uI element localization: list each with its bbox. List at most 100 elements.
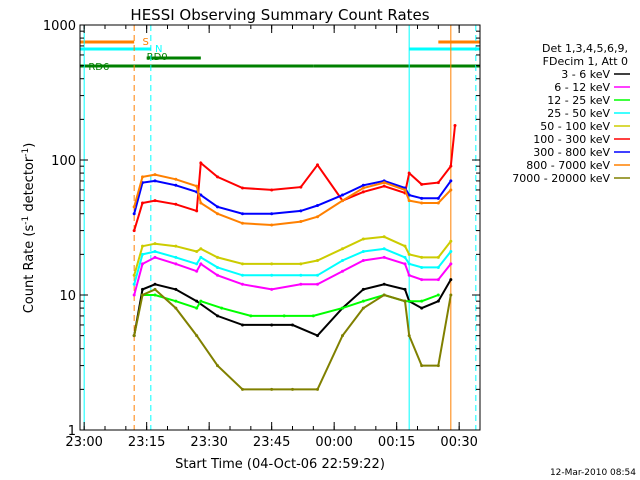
data-point — [249, 314, 253, 318]
data-point — [361, 250, 365, 254]
data-point — [436, 196, 440, 200]
data-point — [436, 181, 440, 185]
data-point — [291, 387, 294, 391]
y-axis-label-sup2: -1 — [21, 148, 31, 157]
data-point — [311, 314, 315, 318]
legend-entry-label: 25 - 50 keV — [547, 107, 610, 120]
data-point — [403, 262, 407, 266]
data-point — [420, 299, 424, 303]
data-point — [407, 193, 411, 197]
data-point — [420, 255, 424, 259]
data-point — [195, 262, 199, 266]
y-axis-label-end: ) — [22, 143, 37, 148]
y-axis-label: Count Rate (s-1 detector-1) — [21, 143, 37, 314]
data-point — [361, 259, 365, 263]
data-point — [299, 282, 303, 286]
y-axis: 1 10 100 1000 — [43, 19, 480, 439]
data-point — [341, 259, 344, 263]
series-line — [133, 279, 452, 337]
x-tick-label: 23:45 — [253, 435, 290, 450]
event-lines — [83, 25, 477, 430]
data-point — [291, 323, 294, 327]
data-point — [316, 163, 319, 167]
data-point — [449, 179, 453, 183]
series-line — [133, 288, 452, 391]
data-point — [449, 164, 453, 168]
data-point — [382, 293, 386, 297]
legend-entry-label: 800 - 7000 keV — [526, 159, 610, 172]
plot-frame — [79, 24, 481, 431]
data-point — [420, 182, 424, 186]
data-point — [195, 250, 199, 254]
data-point — [174, 177, 178, 181]
legend-entry-label: 12 - 25 keV — [547, 94, 610, 107]
data-point — [270, 287, 274, 291]
data-point — [449, 278, 453, 282]
data-point — [141, 293, 144, 297]
data-point — [361, 183, 365, 187]
data-point — [341, 247, 344, 251]
series-group — [132, 124, 457, 391]
data-point — [195, 209, 199, 213]
data-point — [216, 175, 219, 179]
data-point — [403, 255, 407, 259]
data-point — [436, 265, 440, 269]
legend-entry-label: 100 - 300 keV — [533, 133, 610, 146]
data-point — [153, 199, 157, 203]
y-axis-label-main: Count Rate (s — [22, 225, 37, 314]
data-point — [407, 334, 411, 338]
x-tick-label: 00:00 — [315, 435, 352, 450]
data-point — [241, 186, 244, 190]
data-point — [361, 306, 365, 310]
y-axis-label-sup1: -1 — [21, 216, 31, 225]
data-point — [436, 255, 440, 259]
data-point — [220, 306, 224, 310]
data-point — [241, 282, 244, 286]
status-bar-label: N — [155, 44, 162, 55]
data-point — [153, 250, 157, 254]
data-point — [216, 265, 219, 269]
data-point — [382, 235, 386, 239]
data-point — [216, 314, 219, 318]
data-point — [316, 215, 319, 219]
data-point — [241, 212, 244, 216]
data-point — [361, 186, 365, 190]
data-point — [361, 299, 365, 303]
data-point — [216, 255, 219, 259]
data-point — [453, 124, 457, 128]
data-point — [449, 262, 453, 266]
data-point — [132, 273, 136, 277]
data-point — [195, 299, 199, 303]
data-point — [403, 299, 407, 303]
data-point — [270, 387, 274, 391]
data-point — [270, 262, 274, 266]
data-point — [132, 282, 136, 286]
data-point — [299, 220, 303, 224]
data-point — [195, 334, 199, 338]
data-point — [420, 201, 424, 205]
data-point — [436, 364, 440, 368]
data-point — [436, 293, 440, 297]
data-point — [153, 293, 157, 297]
x-tick-label: 00:15 — [378, 435, 415, 450]
data-point — [420, 306, 424, 310]
data-point — [341, 199, 344, 203]
data-point — [382, 184, 386, 188]
data-point — [270, 273, 274, 277]
y-tick-label: 100 — [51, 154, 76, 169]
data-point — [341, 269, 344, 273]
data-point — [199, 299, 203, 303]
legend-entry-label: 7000 - 20000 keV — [512, 172, 610, 185]
data-point — [316, 273, 319, 277]
data-point — [132, 229, 136, 233]
data-point — [174, 244, 178, 248]
data-point — [270, 323, 274, 327]
data-point — [382, 247, 386, 251]
status-bar-label: RD0 — [147, 52, 168, 63]
data-point — [141, 201, 144, 205]
data-point — [174, 306, 178, 310]
data-point — [132, 293, 136, 297]
legend-title-line: Det 1,3,4,5,6,9, — [542, 42, 628, 55]
data-point — [341, 306, 344, 310]
data-point — [361, 190, 365, 194]
